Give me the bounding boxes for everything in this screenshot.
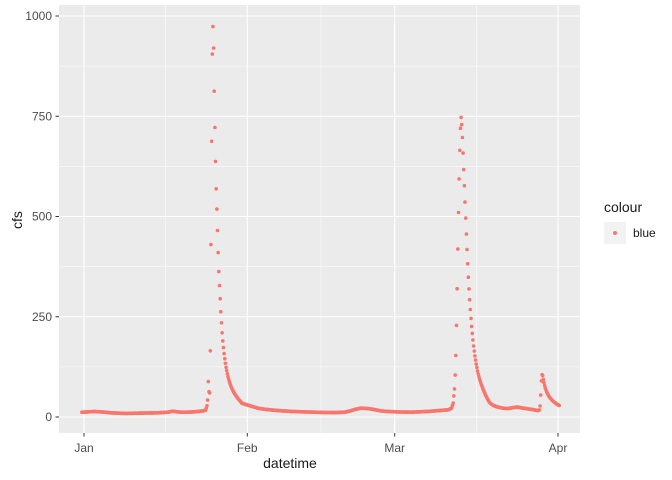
tick-labels: 0 250 500 750 1000 Jan Feb Mar Apr [25, 9, 567, 455]
legend-entry-label: blue [633, 226, 656, 240]
legend-key [604, 222, 626, 244]
gridlines-major [59, 5, 580, 433]
x-tick-label: Feb [237, 441, 258, 455]
legend: colour blue [604, 199, 668, 244]
y-tick-label: 1000 [25, 9, 52, 23]
x-tick-label: Jan [74, 441, 93, 455]
gridlines-minor [59, 5, 580, 433]
y-axis-title: cfs [9, 211, 25, 229]
legend-point-icon [613, 231, 617, 235]
data-points [80, 24, 561, 416]
y-tick-label: 250 [32, 310, 52, 324]
axis-ticks [55, 15, 559, 437]
y-tick-label: 750 [32, 109, 52, 123]
x-tick-label: Mar [384, 441, 405, 455]
legend-title: colour [604, 199, 643, 215]
y-tick-label: 0 [45, 410, 52, 424]
x-axis-title: datetime [263, 455, 317, 471]
panel-background [59, 5, 580, 433]
x-tick-label: Apr [549, 441, 568, 455]
legend-entry: blue [604, 222, 668, 244]
y-tick-label: 500 [32, 210, 52, 224]
